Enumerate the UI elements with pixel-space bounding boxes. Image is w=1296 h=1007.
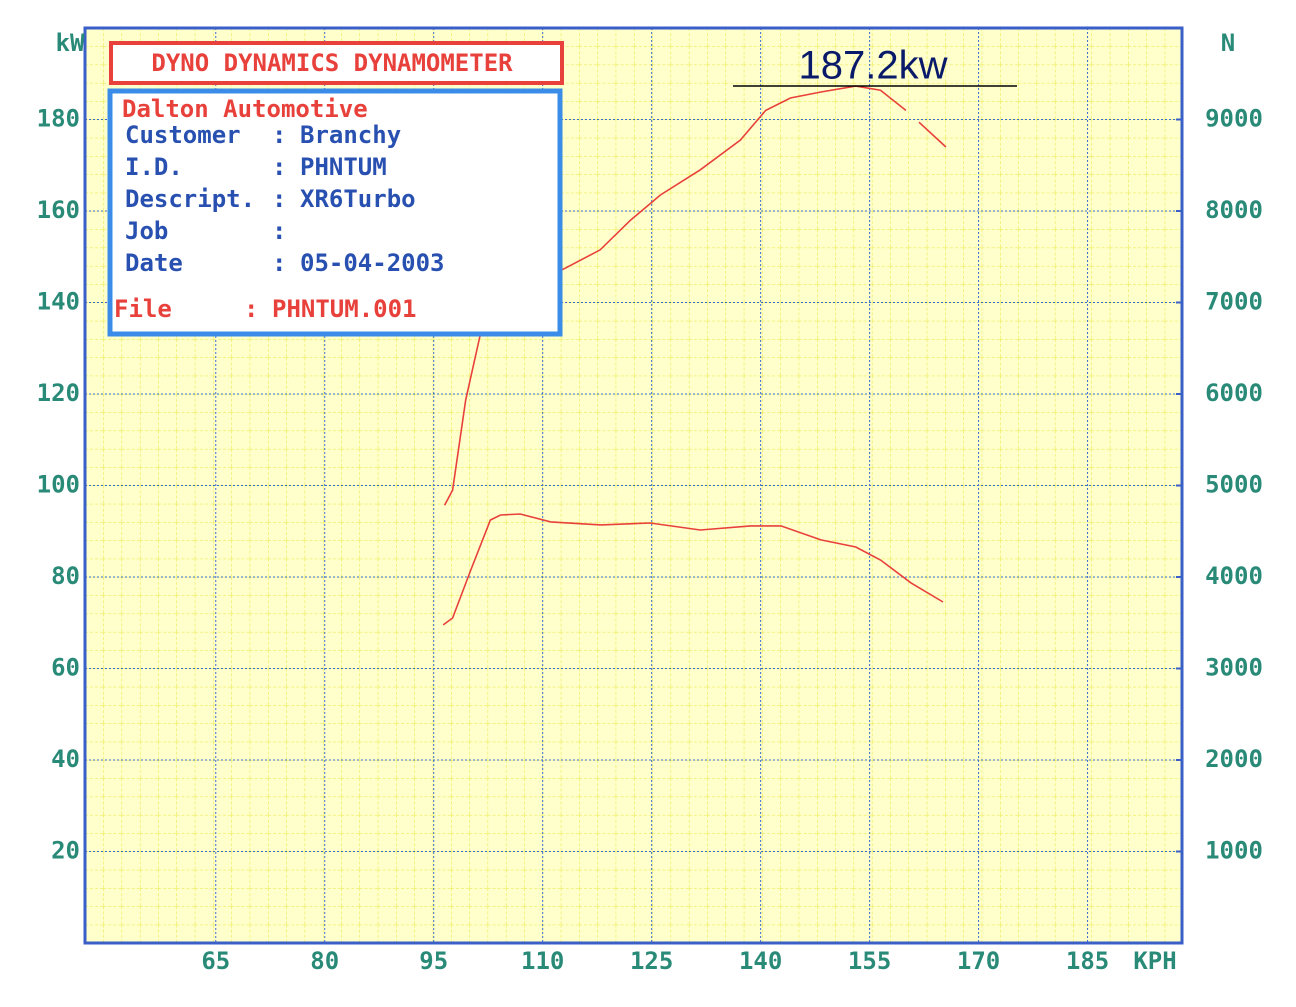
x-tick-label: 140 xyxy=(739,947,782,975)
y2-tick-label: 5000 xyxy=(1205,471,1263,499)
x-tick-label: 65 xyxy=(201,947,230,975)
y-tick-label: 40 xyxy=(51,745,80,773)
x-tick-label: 110 xyxy=(521,947,564,975)
y2-tick-label: 6000 xyxy=(1205,379,1263,407)
data-line xyxy=(443,85,947,506)
info-separator: : xyxy=(272,249,286,277)
info-label: Date xyxy=(125,249,183,277)
info-separator: : xyxy=(272,153,286,181)
x-tick-label: 185 xyxy=(1066,947,1109,975)
info-file-value: PHNTUM.001 xyxy=(272,295,417,323)
info-value: XR6Turbo xyxy=(300,185,416,213)
y-tick-label: 20 xyxy=(51,837,80,865)
y2-tick-label: 4000 xyxy=(1205,562,1263,590)
y-tick-label: 60 xyxy=(51,654,80,682)
x-tick-label: 80 xyxy=(310,947,339,975)
y-tick-label: 100 xyxy=(37,471,80,499)
info-label: I.D. xyxy=(125,153,183,181)
y2-tick-label: 2000 xyxy=(1205,745,1263,773)
info-value: 05-04-2003 xyxy=(300,249,445,277)
peak-annotation: 187.2kw xyxy=(799,44,948,88)
title-box xyxy=(109,41,564,85)
x-tick-label: 125 xyxy=(630,947,673,975)
info-label: Descript. xyxy=(125,185,255,213)
info-value: Branchy xyxy=(300,121,401,149)
data-line xyxy=(442,513,944,626)
y-tick-label: 140 xyxy=(37,288,80,316)
y-tick-label: 120 xyxy=(37,379,80,407)
x-tick-label: 95 xyxy=(419,947,448,975)
y-tick-label: 180 xyxy=(37,105,80,133)
y2-tick-label: 3000 xyxy=(1205,654,1263,682)
info-separator: : xyxy=(272,121,286,149)
y2-axis-label: N xyxy=(1221,29,1235,57)
x-tick-label: 170 xyxy=(957,947,1000,975)
y-tick-label: 80 xyxy=(51,562,80,590)
y2-tick-label: 9000 xyxy=(1205,105,1263,133)
info-separator: : xyxy=(244,295,258,323)
y2-tick-label: 8000 xyxy=(1205,196,1263,224)
info-file-label: File xyxy=(114,295,172,323)
y-axis-label: kW xyxy=(56,29,85,57)
y2-tick-label: 1000 xyxy=(1205,837,1263,865)
info-label: Job xyxy=(125,217,168,245)
x-tick-label: 155 xyxy=(848,947,891,975)
y2-tick-label: 7000 xyxy=(1205,288,1263,316)
info-label: Customer xyxy=(125,121,241,149)
x-axis-label: KPH xyxy=(1133,947,1176,975)
chart-title: DYNO DYNAMICS DYNAMOMETER xyxy=(151,49,513,77)
info-separator: : xyxy=(272,185,286,213)
info-value: PHNTUM xyxy=(300,153,387,181)
info-box xyxy=(107,88,563,337)
info-company: Dalton Automotive xyxy=(122,95,368,123)
info-separator: : xyxy=(272,217,286,245)
plot-border xyxy=(83,26,1184,945)
y-tick-label: 160 xyxy=(37,196,80,224)
